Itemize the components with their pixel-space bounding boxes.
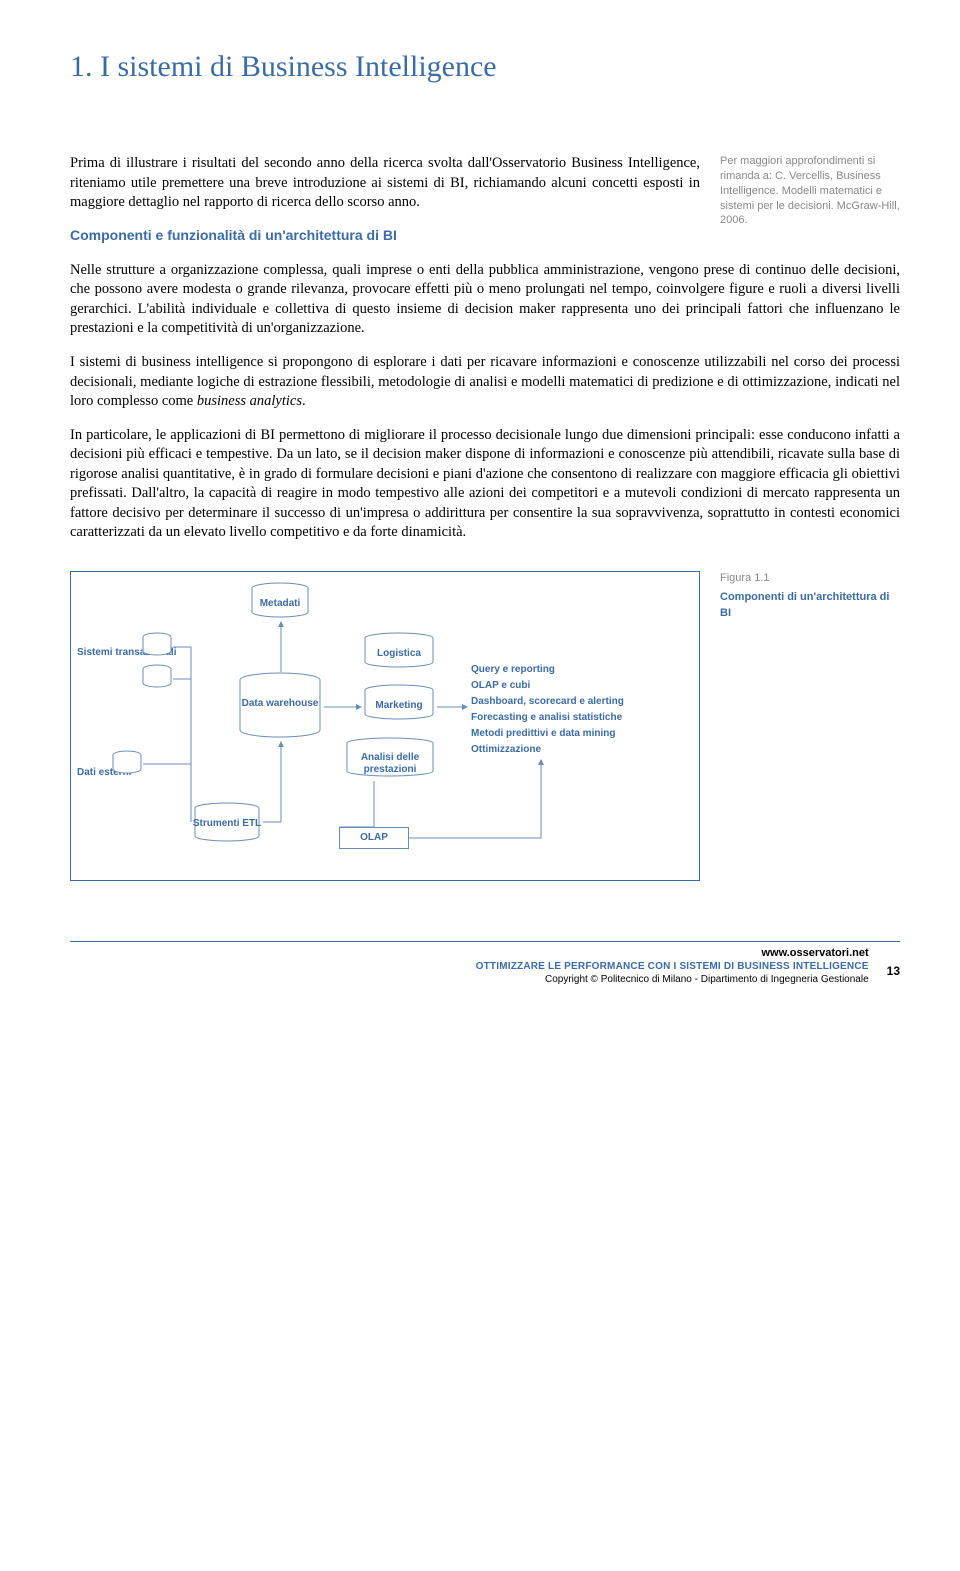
p3-part-a: I sistemi di business intelligence si pr… xyxy=(70,354,900,409)
connectors xyxy=(71,572,691,882)
footer-line2: OTTIMIZZARE LE PERFORMANCE CON I SISTEMI… xyxy=(476,960,869,973)
p3-italic: business analytics xyxy=(197,393,302,409)
main-column: Prima di illustrare i risultati del seco… xyxy=(70,154,700,243)
diagram-box: Sistemi transazionali Dati esterni Metad… xyxy=(70,571,700,881)
footer-url: www.osservatori.net xyxy=(476,946,869,960)
page-title: 1. I sistemi di Business Intelligence xyxy=(70,50,900,84)
paragraph-4: In particolare, le applicazioni di BI pe… xyxy=(70,426,900,543)
figure-title: Componenti di un'architettura di BI xyxy=(720,590,900,621)
page-footer: www.osservatori.net OTTIMIZZARE LE PERFO… xyxy=(70,941,900,986)
figure-caption: Figura 1.1 Componenti di un'architettura… xyxy=(720,571,900,881)
intro-paragraph: Prima di illustrare i risultati del seco… xyxy=(70,154,700,213)
figure-number: Figura 1.1 xyxy=(720,571,900,586)
figure-row: Sistemi transazionali Dati esterni Metad… xyxy=(70,571,900,881)
intro-row: Prima di illustrare i risultati del seco… xyxy=(70,154,900,243)
footer-line3: Copyright © Politecnico di Milano - Dipa… xyxy=(476,973,869,986)
document-page: 1. I sistemi di Business Intelligence Pr… xyxy=(0,0,960,1006)
sidenote: Per maggiori approfondimenti si rimanda … xyxy=(720,154,900,243)
page-number: 13 xyxy=(887,946,900,978)
paragraph-3: I sistemi di business intelligence si pr… xyxy=(70,353,900,412)
paragraph-2: Nelle strutture a organizzazione comples… xyxy=(70,261,900,339)
section-subhead: Componenti e funzionalità di un'architet… xyxy=(70,227,700,243)
p3-part-c: . xyxy=(302,393,306,409)
